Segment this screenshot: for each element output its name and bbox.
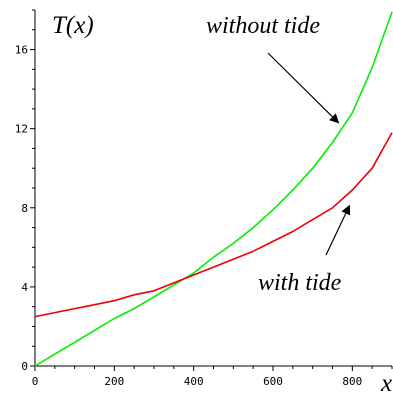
- annotation-arrows: [267, 52, 351, 256]
- x-tick-label: 600: [263, 375, 283, 388]
- y-tick-label: 12: [15, 123, 28, 136]
- x-tick-label: 400: [184, 375, 204, 388]
- x-tick-label: 800: [342, 375, 362, 388]
- y-tick-label: 4: [21, 281, 28, 294]
- x-tick-label: 0: [32, 375, 39, 388]
- series-line-without-tide: [34, 11, 393, 367]
- x-tick-label: 200: [104, 375, 124, 388]
- x-axis-title: x: [380, 370, 392, 394]
- arrow-without-tide: [267, 52, 340, 124]
- y-axis-title: T(x): [52, 12, 94, 39]
- y-tick-label: 0: [21, 360, 28, 373]
- annotation-with-tide: with tide: [258, 270, 342, 296]
- axes: 0 4 8 12 16 0 200 400 600 800: [15, 9, 393, 388]
- series-line-with-tide: [34, 132, 393, 318]
- series-layer: [34, 11, 393, 367]
- arrow-with-tide: [325, 204, 351, 256]
- y-tick-label: 16: [15, 44, 28, 57]
- y-tick-label: 8: [21, 202, 28, 215]
- annotation-without-tide: without tide: [206, 13, 320, 39]
